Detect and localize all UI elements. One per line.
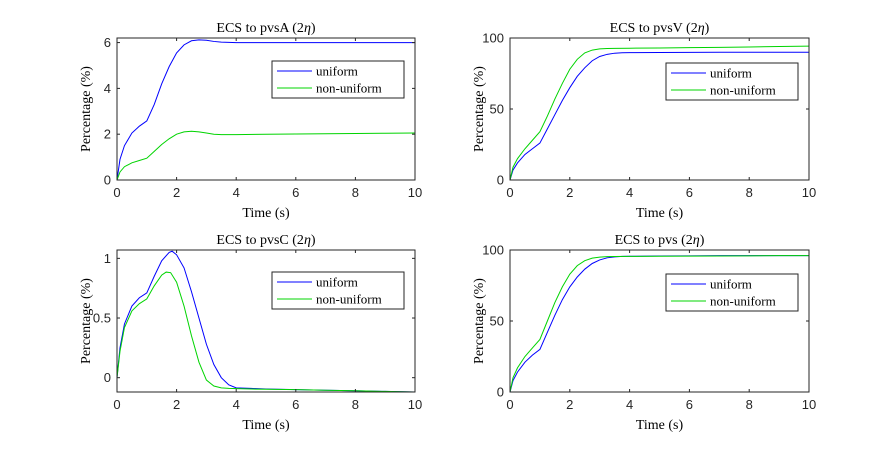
legend-label: uniform	[316, 64, 358, 79]
x-axis-label: Time (s)	[242, 418, 290, 433]
subplot-3: 0 2 4 6 8 10 0 0.5 1 ECS to pvsC (2η) Time (s) Perc…	[79, 233, 422, 433]
y-tick-label: 4	[104, 81, 111, 96]
legend-box	[271, 271, 405, 310]
legend-label: non-uniform	[316, 81, 382, 96]
x-tick-label: 4	[626, 397, 633, 412]
x-tick-label: 10	[802, 397, 816, 412]
x-tick-label: 6	[686, 397, 693, 412]
chart-title: ECS to pvsA (2η)	[216, 21, 315, 36]
y-tick-label: 0	[497, 173, 504, 188]
legend-label: uniform	[316, 275, 358, 290]
series-line-uniform	[117, 39, 415, 180]
y-axis-label: Percentage (%)	[472, 278, 487, 364]
subplot-1: 0 2 4 6 8 10 0 2 4 6 ECS to pvsA (2η) Time (s) Perce…	[79, 21, 422, 221]
legend-label: non-uniform	[710, 294, 776, 309]
series-line-non-uniform	[117, 271, 415, 392]
chart-title: ECS to pvs (2η)	[615, 233, 705, 248]
y-axis-label: Percentage (%)	[79, 66, 94, 152]
y-tick-label: 50	[490, 314, 504, 329]
x-tick-label: 10	[802, 185, 816, 200]
x-tick-label: 10	[408, 185, 422, 200]
x-tick-label: 8	[746, 185, 753, 200]
legend-label: non-uniform	[710, 83, 776, 98]
series-line-non-uniform	[117, 130, 415, 180]
x-tick-label: 2	[566, 397, 573, 412]
x-tick-label: 6	[292, 185, 299, 200]
y-tick-label: 0	[104, 173, 111, 188]
plot-area	[117, 38, 415, 180]
legend-label: non-uniform	[316, 292, 382, 307]
x-tick-label: 2	[566, 185, 573, 200]
legend-box	[665, 273, 799, 312]
x-tick-label: 0	[113, 185, 120, 200]
x-axis-label: Time (s)	[242, 206, 290, 221]
x-axis-label: Time (s)	[636, 418, 684, 433]
x-tick-label: 4	[233, 397, 240, 412]
x-tick-label: 4	[626, 185, 633, 200]
y-tick-label: 100	[482, 243, 504, 258]
chart-title: ECS to pvsV (2η)	[610, 21, 710, 36]
y-tick-label: 50	[490, 102, 504, 117]
x-tick-label: 4	[233, 185, 240, 200]
plot-area	[510, 38, 809, 180]
axes-box	[116, 249, 416, 393]
legend-box	[271, 60, 405, 99]
x-tick-label: 8	[746, 397, 753, 412]
x-axis-label: Time (s)	[636, 206, 684, 221]
legend-box	[665, 62, 799, 101]
plot-area	[510, 250, 809, 392]
y-axis-label: Percentage (%)	[472, 66, 487, 152]
y-tick-label: 0	[497, 385, 504, 400]
legend-label: uniform	[710, 66, 752, 81]
series-line-non-uniform	[510, 255, 809, 392]
y-tick-label: 6	[104, 35, 111, 50]
series-line-non-uniform	[510, 45, 809, 180]
series-line-uniform	[510, 51, 809, 180]
x-tick-label: 0	[113, 397, 120, 412]
y-tick-label: 100	[482, 31, 504, 46]
y-tick-label: 1	[104, 251, 111, 266]
y-tick-label: 2	[104, 127, 111, 142]
x-tick-label: 0	[506, 185, 513, 200]
x-tick-label: 10	[408, 397, 422, 412]
plot-area	[117, 250, 415, 392]
x-tick-label: 8	[352, 397, 359, 412]
legend: uniform non-uniform	[665, 62, 799, 101]
x-tick-label: 2	[173, 185, 180, 200]
x-tick-label: 0	[506, 397, 513, 412]
x-tick-label: 8	[352, 185, 359, 200]
axes-box	[116, 37, 416, 181]
y-tick-label: 0	[104, 370, 111, 385]
chart-title: ECS to pvsC (2η)	[216, 233, 315, 248]
x-tick-label: 6	[686, 185, 693, 200]
x-tick-label: 2	[173, 397, 180, 412]
legend-label: uniform	[710, 277, 752, 292]
y-tick-label: 0.5	[93, 311, 111, 326]
y-axis-label: Percentage (%)	[79, 278, 94, 364]
x-tick-label: 6	[292, 397, 299, 412]
legend: uniform non-uniform	[271, 60, 405, 99]
legend: uniform non-uniform	[271, 271, 405, 310]
legend: uniform non-uniform	[665, 273, 799, 312]
